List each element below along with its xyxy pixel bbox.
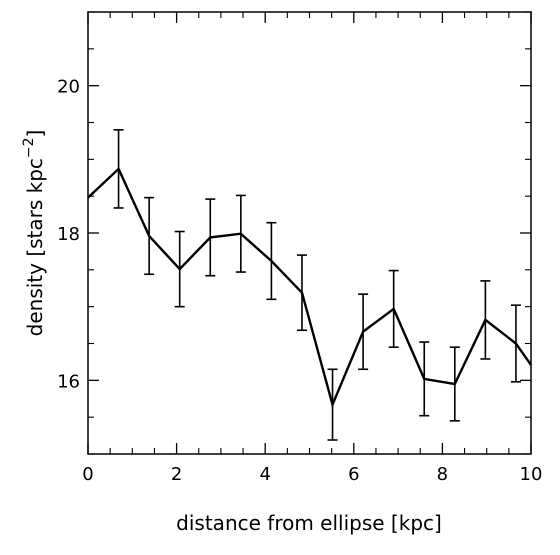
x-tick-label: 8: [437, 464, 448, 485]
axis-tick-labels: 0 2 4 6 8 10 16 18 20: [57, 77, 542, 485]
x-tick-label: 0: [82, 464, 93, 485]
x-axis-label: distance from ellipse [kpc]: [176, 511, 442, 535]
error-bars: [113, 129, 521, 441]
y-axis-label: density [stars kpc−2]: [21, 130, 47, 337]
x-tick-label: 6: [348, 464, 359, 485]
y-axis-label-main: density [stars kpc: [23, 158, 47, 336]
axis-ticks: [87, 11, 532, 455]
x-tick-label: 10: [520, 464, 543, 485]
y-axis-label-bracket: ]: [23, 130, 47, 138]
x-tick-label: 2: [171, 464, 182, 485]
plot-frame: [87, 11, 532, 455]
y-axis-label-exponent: −2: [21, 137, 37, 158]
y-tick-label: 18: [57, 224, 80, 245]
x-tick-label: 4: [259, 464, 270, 485]
series-line: [87, 166, 532, 409]
y-tick-label: 20: [57, 77, 80, 98]
y-tick-label: 16: [57, 371, 80, 392]
